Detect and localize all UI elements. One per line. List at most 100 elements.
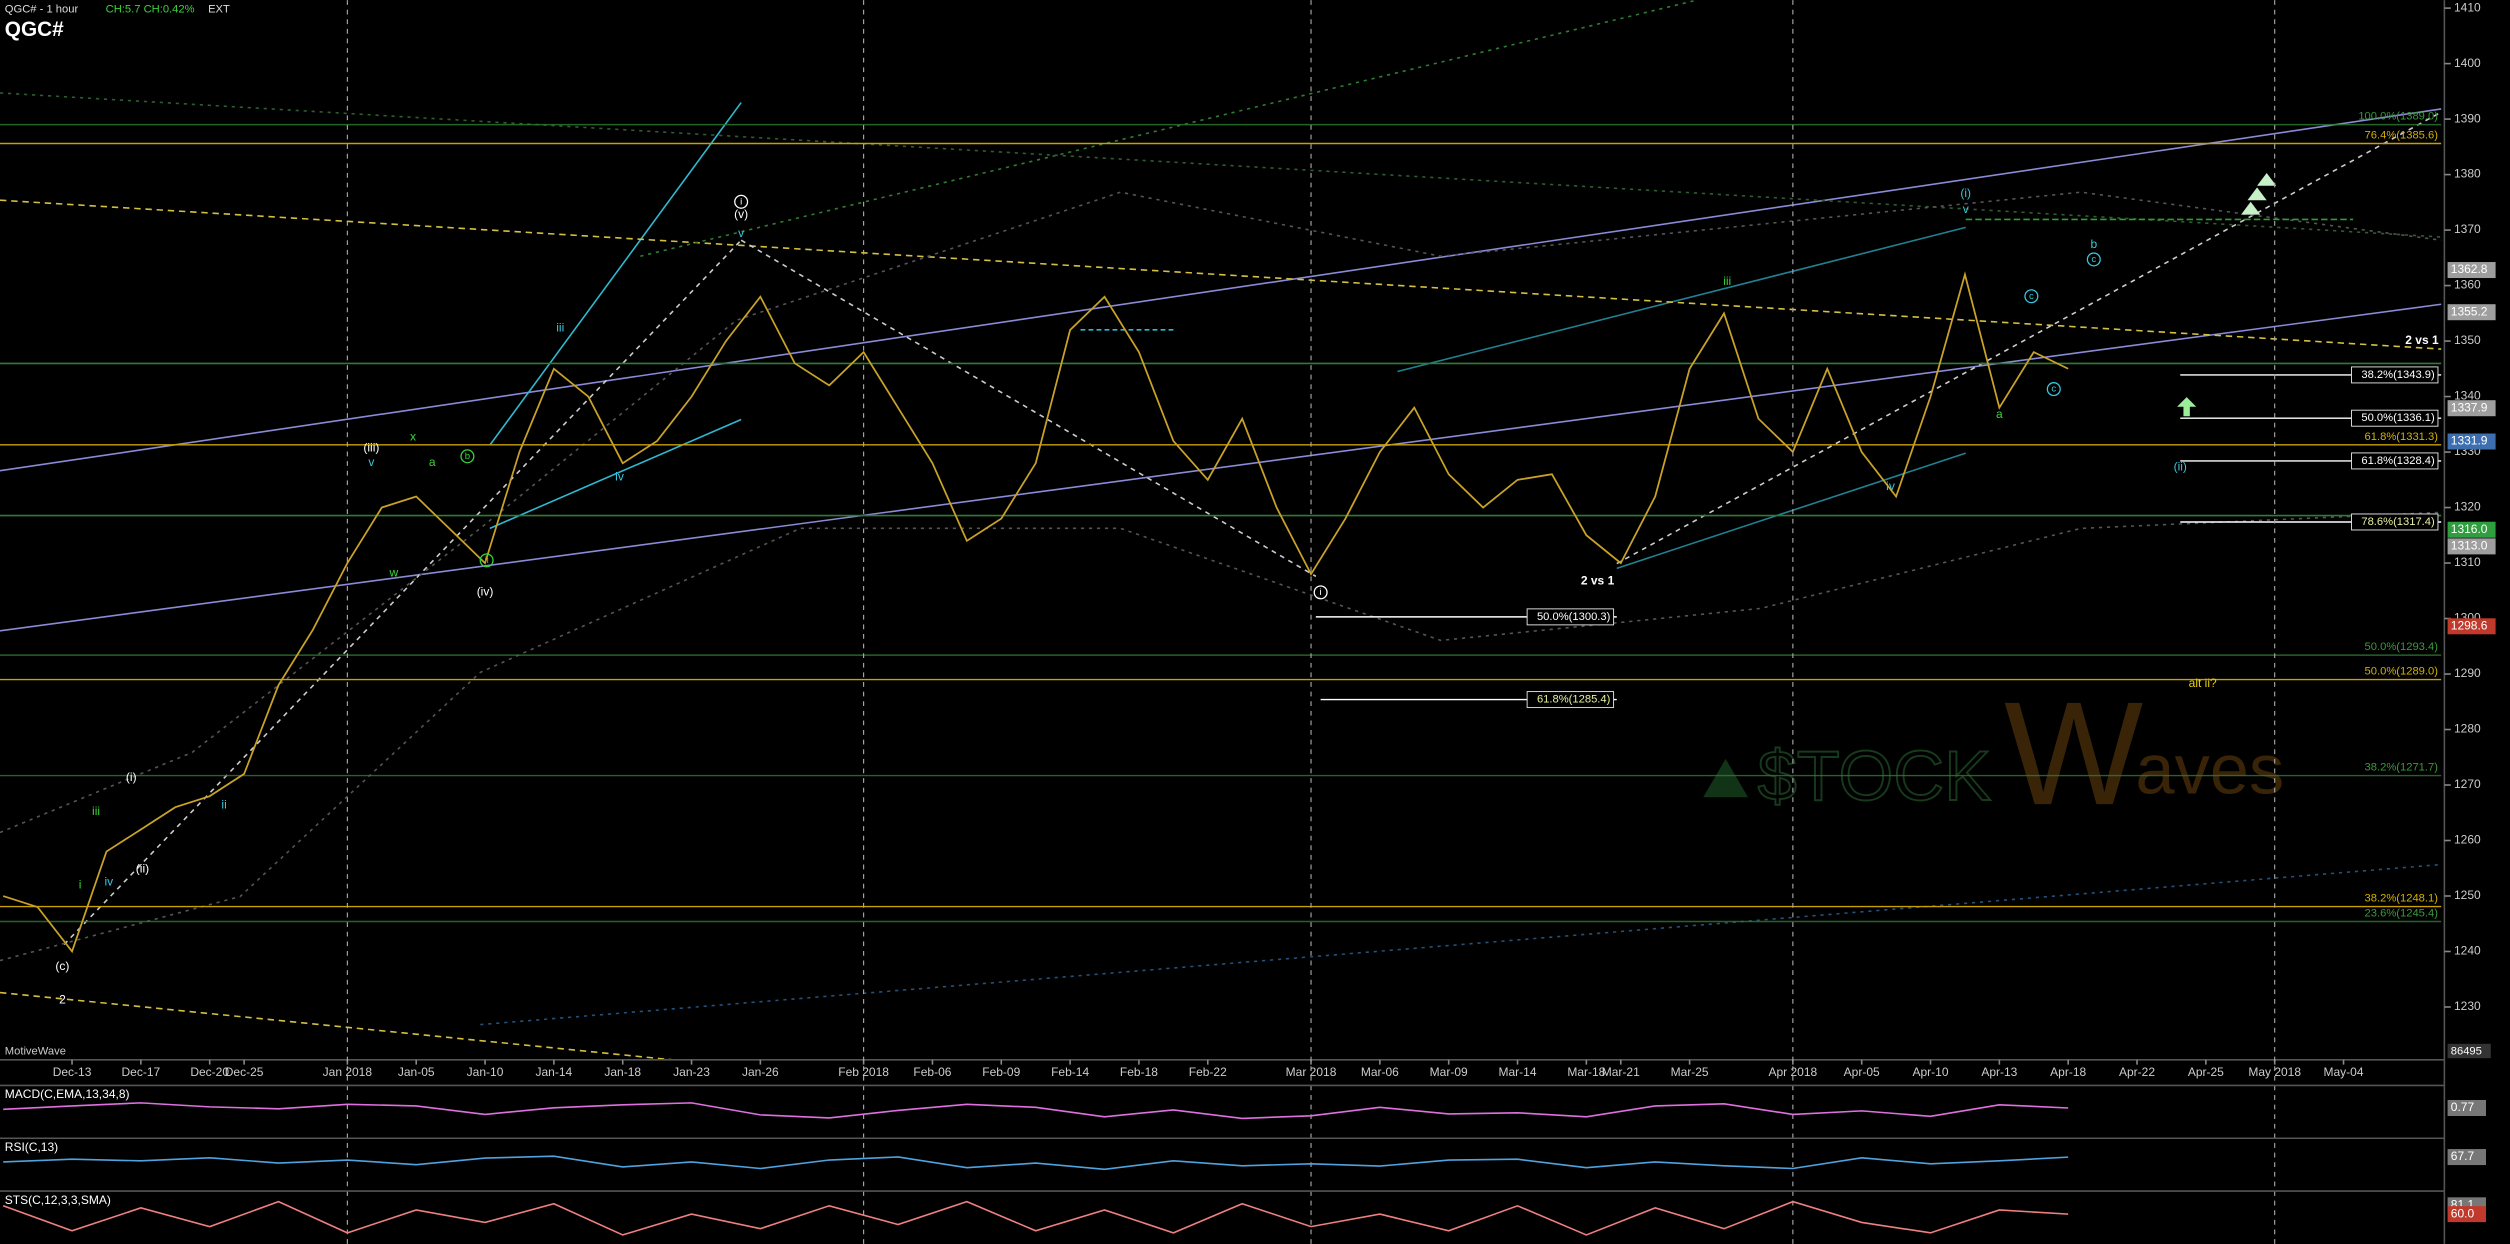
wave-label: ii <box>484 555 488 566</box>
fib-label: 76.4%(1385.6) <box>2365 129 2439 141</box>
fib-label-box <box>1526 608 1615 626</box>
wave-label: (iii) <box>363 440 379 454</box>
x-tick-label: Jan-14 <box>536 1065 573 1079</box>
value-box <box>2447 1149 2486 1166</box>
fib-label: 50.0%(1293.4) <box>2365 641 2439 653</box>
wave-label: (ii) <box>136 861 149 875</box>
x-tick-label: Feb-22 <box>1189 1065 1227 1079</box>
wave-label: c <box>2051 384 2056 395</box>
x-tick-label: Jan-23 <box>673 1065 710 1079</box>
price-box <box>2447 433 2496 450</box>
trend-lines <box>0 0 2442 1060</box>
y-tick-label: 1230 <box>2454 999 2481 1013</box>
price-box-label: 1355.2 <box>2451 304 2488 318</box>
volume-box <box>2447 1043 2491 1059</box>
value-box <box>2447 1099 2486 1116</box>
wave-label: 2 <box>59 993 66 1007</box>
x-tick-label: May-04 <box>2324 1065 2364 1079</box>
fib-label-box <box>2351 409 2439 427</box>
panel-title: MACD(C,EMA,13,34,8) <box>5 1087 130 1101</box>
indicator-line <box>3 1155 2069 1171</box>
x-tick-label: Feb-09 <box>982 1065 1020 1079</box>
wave-label: w <box>388 565 398 579</box>
x-tick-label: Dec-17 <box>122 1065 161 1079</box>
indicator-panel <box>3 1102 2069 1120</box>
x-tick-label: Mar-09 <box>1430 1065 1468 1079</box>
value-label: 67.7 <box>2451 1149 2475 1163</box>
wave-label: v <box>1963 202 1969 216</box>
x-tick-label: Jan-18 <box>604 1065 641 1079</box>
price-box <box>2447 538 2496 555</box>
wave-line <box>489 418 742 530</box>
wave-circle <box>2086 252 2101 267</box>
band-line <box>0 511 2442 962</box>
x-tick-label: Feb-14 <box>1051 1065 1089 1079</box>
plot: 100.0%(1389.0) 76.4%(1385.6) 38.2%(1343.9)… <box>0 111 2442 1007</box>
x-tick-label: Mar 2018 <box>1286 1065 1337 1079</box>
x-tick-label: Dec-13 <box>53 1065 92 1079</box>
y-tick-label: 1270 <box>2454 777 2481 791</box>
wave-label: v <box>738 226 744 240</box>
fib-label: 100.0%(1389.0) <box>2358 111 2438 123</box>
x-tick-label: Mar-18 <box>1567 1065 1605 1079</box>
wave-label: iv <box>1886 479 1895 493</box>
fib-label: 50.0%(1300.3) <box>1537 611 1611 623</box>
arrow-icon <box>2247 187 2267 201</box>
y-tick-label: 1240 <box>2454 944 2481 958</box>
wave-label: i <box>1320 587 1322 598</box>
indicator-line <box>2 1200 2069 1236</box>
dashed-line <box>0 991 673 1060</box>
x-tick-label: Apr-10 <box>1913 1065 1949 1079</box>
wave-circle <box>479 553 494 568</box>
y-tick-label: 1410 <box>2454 0 2481 14</box>
x-tick-label: Apr-13 <box>1981 1065 2017 1079</box>
panel-title: STS(C,12,3,3,SMA) <box>5 1193 111 1207</box>
x-tick-label: Apr-05 <box>1844 1065 1880 1079</box>
value-box <box>2447 1206 2486 1223</box>
price-box-label: 1298.6 <box>2451 618 2488 632</box>
y-tick-label: 1260 <box>2454 833 2481 847</box>
fib-label: 61.8%(1328.4) <box>2361 455 2435 467</box>
value-label: 0.77 <box>2451 1100 2475 1114</box>
x-tick-label: Jan 2018 <box>323 1065 373 1079</box>
dashed-line <box>0 199 2442 350</box>
y-tick-label: 1280 <box>2454 722 2481 736</box>
fib-label-box <box>2351 366 2439 384</box>
x-tick-label: Jan-10 <box>467 1065 504 1079</box>
x-tick-label: Dec-20 <box>190 1065 229 1079</box>
wave-label: (i) <box>126 770 137 784</box>
dotted-line <box>640 0 1697 258</box>
x-tick-label: Jan-05 <box>398 1065 435 1079</box>
y-tick-label: 1350 <box>2454 333 2481 347</box>
price-box <box>2447 400 2496 417</box>
x-tick-label: Feb-18 <box>1120 1065 1158 1079</box>
wave-circle <box>460 449 475 464</box>
volume-label: 86495 <box>2451 1046 2482 1058</box>
y-tick-label: 1310 <box>2454 555 2481 569</box>
symbol: QGC# <box>5 18 64 41</box>
y-tick-label: 1250 <box>2454 888 2481 902</box>
y-tick-label: 1380 <box>2454 167 2481 181</box>
y-tick-label: 1400 <box>2454 56 2481 70</box>
indicator-line <box>3 1102 2069 1120</box>
wave-label: (iv) <box>477 585 494 599</box>
dashed-line <box>1616 111 2442 565</box>
indicator-panel <box>2 1200 2069 1236</box>
fib-label: 50.0%(1336.1) <box>2361 412 2435 424</box>
wave-label: c <box>2091 254 2096 265</box>
price-box-label: 1331.9 <box>2451 434 2488 448</box>
x-tick-label: Mar-25 <box>1671 1065 1709 1079</box>
wave-label: (ii) <box>2174 460 2187 474</box>
price-box <box>2447 262 2496 279</box>
symbol-line: QGC# - 1 hour <box>5 4 79 16</box>
wave-label: iii <box>92 804 100 818</box>
x-tick-label: May 2018 <box>2248 1065 2301 1079</box>
x-tick-label: Feb 2018 <box>838 1065 889 1079</box>
wave-label: b <box>2090 237 2097 251</box>
x-tick-label: Mar-14 <box>1499 1065 1537 1079</box>
x-tick-label: Feb-06 <box>913 1065 951 1079</box>
price-box-label: 1337.9 <box>2451 400 2488 414</box>
